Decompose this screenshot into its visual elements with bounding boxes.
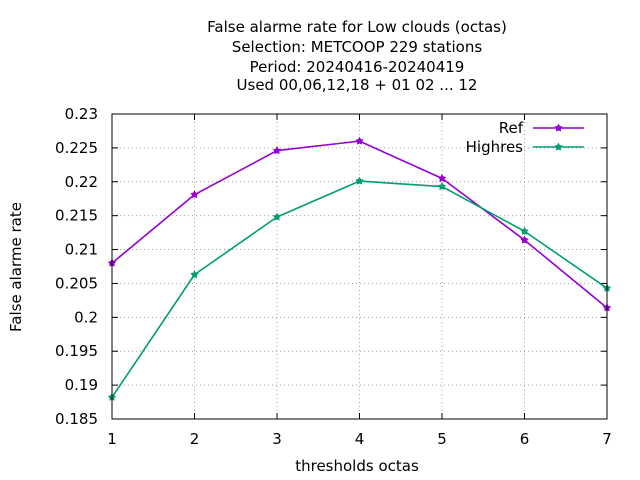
x-tick-label: 4 — [355, 430, 365, 448]
y-tick-label: 0.19 — [65, 376, 98, 394]
legend-entry-ref: Ref — [499, 119, 584, 137]
data-point — [272, 212, 282, 221]
x-tick-label: 3 — [272, 430, 282, 448]
data-point — [355, 136, 364, 145]
chart-title: False alarme rate for Low clouds (octas)… — [207, 18, 507, 94]
data-point — [190, 190, 199, 199]
y-tick-label: 0.2 — [74, 308, 98, 326]
data-point — [437, 182, 447, 191]
series-ref — [107, 136, 612, 312]
title-line-3: Period: 20240416-20240419 — [250, 58, 465, 76]
title-line-4: Used 00,06,12,18 + 01 02 ... 12 — [237, 76, 478, 94]
series-layer — [107, 136, 612, 401]
data-point — [520, 226, 529, 235]
y-axis-label: False alarme rate — [7, 202, 25, 332]
legend-label-ref: Ref — [499, 119, 524, 137]
x-tick-label: 6 — [520, 430, 530, 448]
y-tick-label: 0.22 — [65, 173, 98, 191]
x-tick-label: 7 — [602, 430, 612, 448]
x-tick-label: 5 — [437, 430, 447, 448]
y-tick-label: 0.195 — [55, 342, 98, 360]
axis-ticks: 0.185 0.19 0.195 0.2 0.205 0.21 0.215 0.22 0.225… — [55, 105, 612, 448]
y-tick-label: 0.225 — [55, 139, 98, 157]
data-point — [272, 146, 282, 155]
title-line-1: False alarme rate for Low clouds (octas) — [207, 18, 507, 36]
data-point — [520, 235, 529, 244]
legend-swatch-marker — [554, 142, 563, 151]
legend-label-highres: Highres — [466, 138, 524, 156]
x-tick-label: 1 — [107, 430, 117, 448]
data-point — [437, 173, 447, 182]
plot-frame — [111, 113, 608, 420]
data-point — [355, 176, 364, 185]
y-tick-label: 0.205 — [55, 274, 98, 292]
y-tick-label: 0.215 — [55, 207, 98, 225]
legend-swatch-marker — [554, 123, 563, 132]
series-highres — [107, 176, 612, 401]
grid — [112, 114, 607, 419]
y-tick-label: 0.23 — [65, 105, 98, 123]
x-axis-label: thresholds octas — [295, 457, 419, 475]
legend-entry-highres: Highres — [466, 138, 584, 156]
y-tick-label: 0.21 — [65, 241, 98, 259]
data-point — [190, 270, 199, 279]
series-line-highres — [111, 180, 608, 398]
title-line-2: Selection: METCOOP 229 stations — [232, 38, 483, 56]
y-tick-label: 0.185 — [55, 410, 98, 428]
x-tick-label: 2 — [190, 430, 200, 448]
